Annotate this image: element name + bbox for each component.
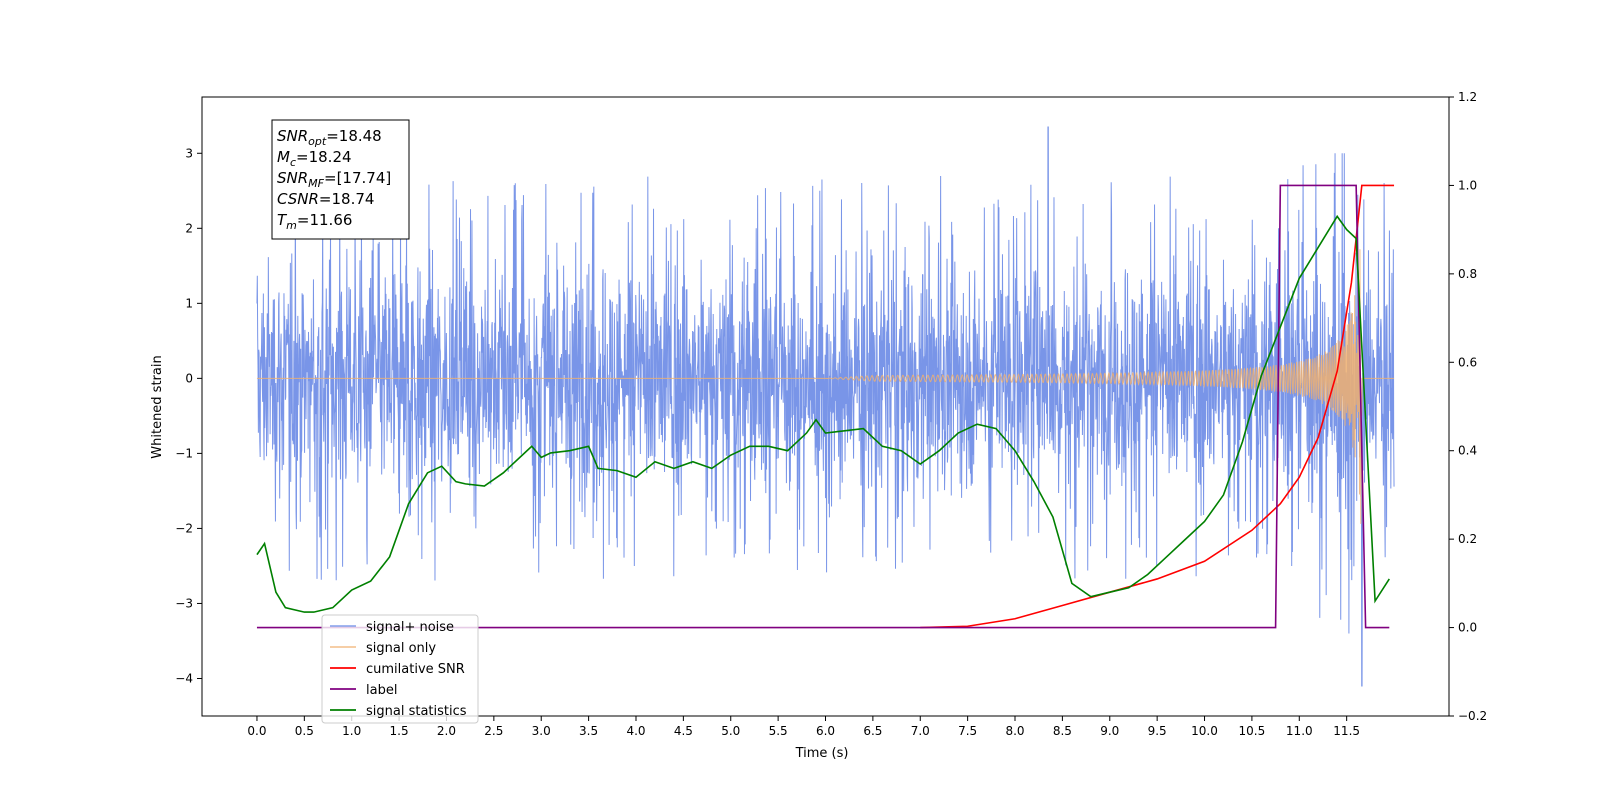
series-label (256, 184, 1390, 629)
x-tick-label: 11.0 (1286, 724, 1313, 738)
y-right-tick-label: 0.2 (1458, 532, 1477, 546)
stats-subscript: opt (308, 135, 327, 148)
legend: signal+ noise signal only cumilative SNR la… (321, 614, 479, 724)
legend-entry: signal statistics (366, 704, 467, 719)
stats-line: CSNR=18.74 (277, 190, 374, 208)
x-tick-label: 8.5 (1053, 724, 1072, 738)
y-right-tick-label: 0.0 (1458, 621, 1477, 635)
legend-entry: cumilative SNR (366, 662, 465, 677)
x-tick-label: 5.5 (769, 724, 788, 738)
y-axis-label: Whitened strain (150, 355, 165, 458)
x-tick-label: 0.5 (295, 724, 314, 738)
stats-line: Mc=18.24 (277, 148, 352, 169)
x-tick-label: 3.5 (579, 724, 598, 738)
stats-symbol: SNR (277, 127, 308, 145)
y-right-tick-label: 0.8 (1458, 267, 1477, 281)
x-tick-label: 7.5 (958, 724, 977, 738)
legend-entry: signal+ noise (366, 620, 454, 635)
series-signal-noise (256, 126, 1395, 687)
x-axis-label: Time (s) (795, 746, 849, 761)
y-left-tick-label: −4 (175, 671, 193, 685)
y-left-tick-label: −2 (175, 521, 193, 535)
stats-symbol: CSNR (277, 190, 319, 208)
x-tick-label: 10.0 (1191, 724, 1218, 738)
x-tick-label: 4.5 (674, 724, 693, 738)
x-axis: 0.0 0.5 1.0 1.5 2.0 2.5 3.0 3.5 4.0 4.5 5.0 5.5 6.0 6… (247, 716, 1360, 738)
stats-box-frame (271, 119, 410, 240)
plot-area (256, 126, 1395, 687)
stats-symbol: M (277, 148, 290, 166)
y-right-tick-label: 0.4 (1458, 444, 1477, 458)
x-tick-label: 10.5 (1239, 724, 1266, 738)
legend-frame (321, 614, 479, 724)
series-signal-only (256, 249, 1395, 524)
stats-value: =18.24 (296, 148, 352, 166)
y-left-tick-label: 2 (185, 221, 193, 235)
x-tick-label: 5.0 (721, 724, 740, 738)
stats-subscript: m (286, 219, 297, 232)
y-left-tick-label: 1 (185, 296, 193, 310)
stats-line: SNRMF=[17.74] (277, 169, 391, 190)
y-left-tick-label: −3 (175, 596, 193, 610)
x-tick-label: 9.5 (1148, 724, 1167, 738)
x-tick-label: 3.0 (532, 724, 551, 738)
stats-subscript: c (290, 156, 296, 169)
x-tick-label: 1.5 (390, 724, 409, 738)
stats-subscript: MF (308, 177, 324, 190)
y-axis-right: 1.2 1.0 0.8 0.6 0.4 0.2 0.0 −0.2 (1449, 90, 1487, 723)
x-tick-label: 2.0 (437, 724, 456, 738)
y-left-tick-label: 3 (185, 146, 193, 160)
x-tick-label: 7.0 (911, 724, 930, 738)
x-tick-label: 8.0 (1005, 724, 1024, 738)
x-tick-label: 6.5 (863, 724, 882, 738)
x-tick-label: 1.0 (342, 724, 361, 738)
series-signal-statistics (256, 214, 1390, 613)
stats-value: =11.66 (297, 211, 353, 229)
x-tick-label: 4.0 (626, 724, 645, 738)
y-left-tick-label: −1 (175, 446, 193, 460)
y-right-tick-label: 1.2 (1458, 90, 1477, 104)
stats-line: SNRopt=18.48 (277, 127, 382, 148)
y-right-tick-label: −0.2 (1458, 709, 1487, 723)
x-tick-label: 6.0 (816, 724, 835, 738)
x-tick-label: 2.5 (484, 724, 503, 738)
stats-value: =[17.74] (324, 169, 391, 187)
y-left-tick-label: 0 (185, 371, 193, 385)
stats-line: Tm=11.66 (277, 211, 352, 232)
stats-value: =18.74 (319, 190, 375, 208)
series-cumulative-snr (920, 184, 1395, 629)
y-right-tick-label: 0.6 (1458, 355, 1477, 369)
x-tick-label: 9.0 (1100, 724, 1119, 738)
stats-symbol: T (277, 211, 288, 229)
legend-entry: signal only (366, 641, 436, 656)
x-tick-label: 0.0 (247, 724, 266, 738)
stats-value: =18.48 (326, 127, 382, 145)
legend-entry: label (366, 683, 397, 698)
y-right-tick-label: 1.0 (1458, 178, 1477, 192)
y-axis-left: 3 2 1 0 −1 −2 −3 −4 (175, 146, 202, 685)
stats-annotation-box: SNRopt=18.48Mc=18.24SNRMF=[17.74]CSNR=18… (271, 119, 410, 240)
x-tick-label: 11.5 (1333, 724, 1360, 738)
stats-symbol: SNR (277, 169, 308, 187)
